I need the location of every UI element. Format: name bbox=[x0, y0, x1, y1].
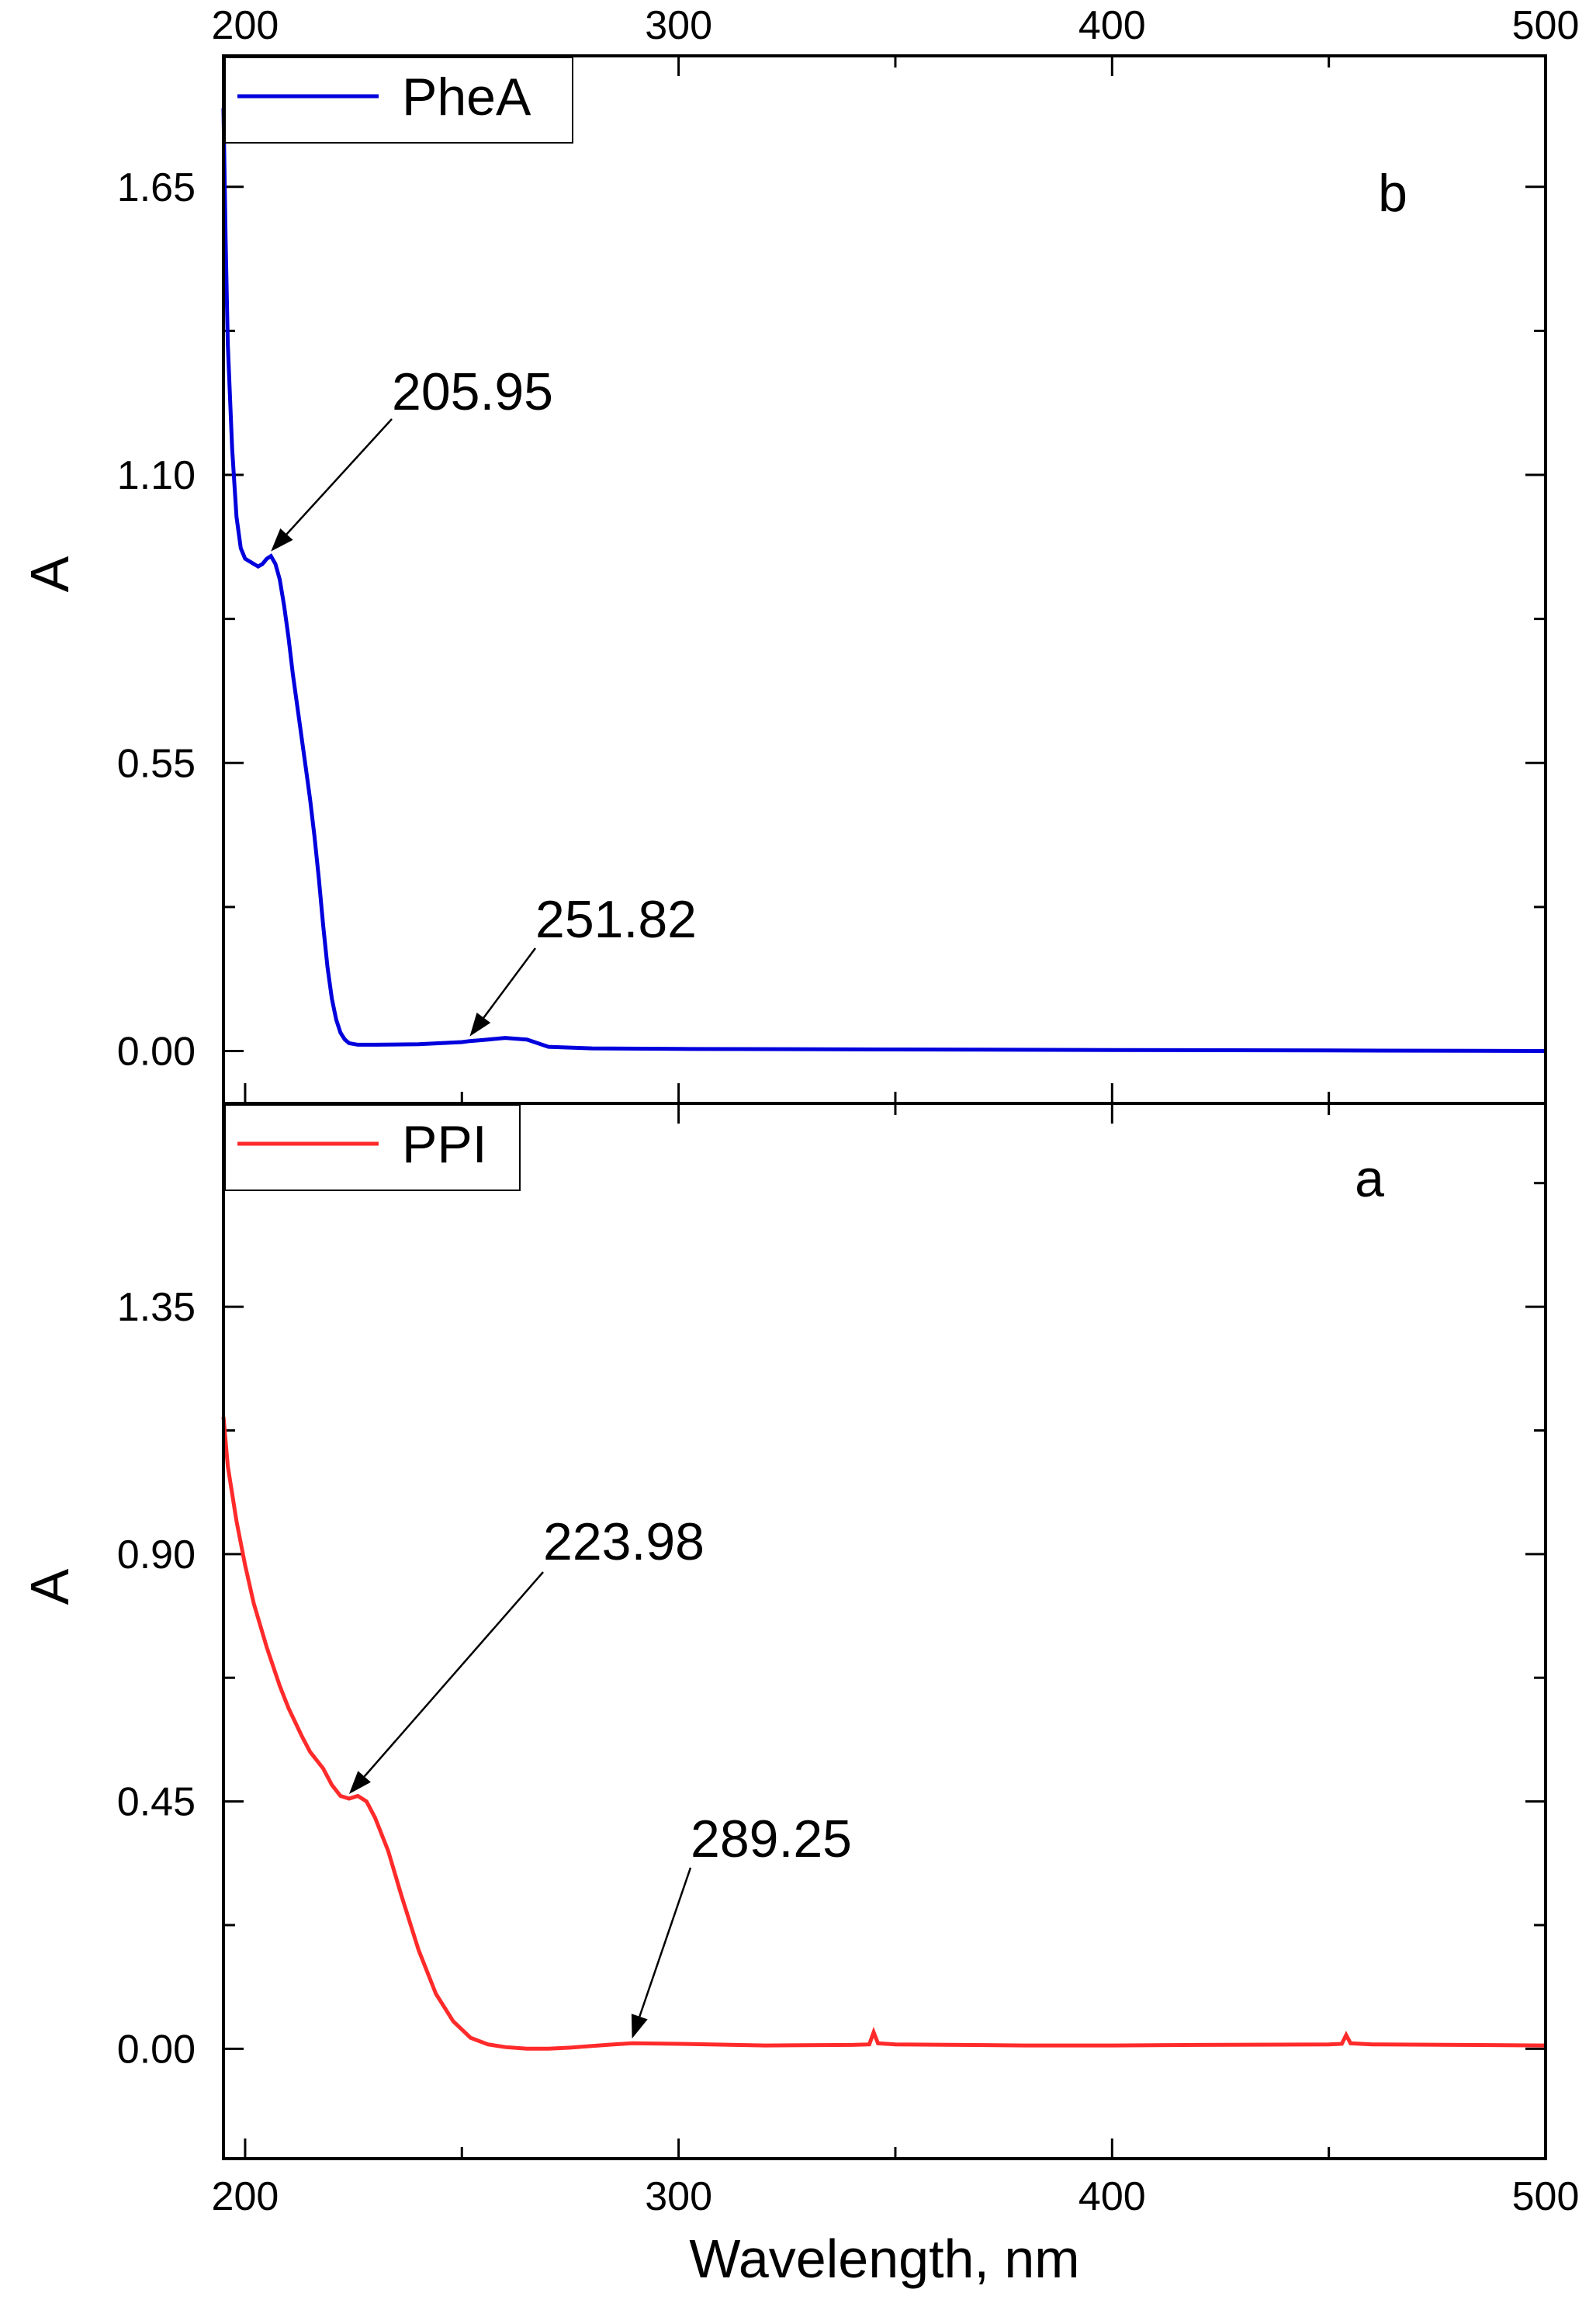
y-tick-label: 1.10 bbox=[117, 453, 196, 498]
panel-a-annotations: 223.98 289.25 bbox=[348, 1512, 852, 2039]
legend-box bbox=[224, 1104, 521, 1191]
pheA-spectrum-line bbox=[221, 108, 1546, 1053]
panel-letter-a: a bbox=[1355, 1149, 1384, 1208]
y-tick-label: 0.00 bbox=[117, 2027, 196, 2072]
panel-a-tick-labels: 0.00 0.45 0.90 1.35 200 300 400 500 bbox=[117, 1285, 1580, 2219]
annotation-arrowhead bbox=[469, 1013, 491, 1037]
peak-annotation-label: 223.98 bbox=[543, 1512, 705, 1571]
panel-a: 0.00 0.45 0.90 1.35 200 300 400 500 PPI a A 223… bbox=[19, 1102, 1580, 2219]
annotation-arrowhead bbox=[271, 528, 293, 552]
x-tick-label-bottom: 200 bbox=[212, 2174, 279, 2219]
y-tick-label: 1.65 bbox=[117, 165, 196, 210]
annotation-arrow-line bbox=[483, 947, 537, 1019]
x-tick-label-top: 400 bbox=[1078, 3, 1146, 48]
panel-b: 0.00 0.55 1.10 1.65 200 300 400 500 PheA b A 20… bbox=[19, 3, 1580, 1105]
y-axis-title-a: A bbox=[19, 1568, 80, 1605]
y-tick-label: 0.45 bbox=[117, 1780, 196, 1825]
panel-b-ticks bbox=[223, 56, 1547, 1103]
y-tick-label: 0.55 bbox=[117, 741, 196, 786]
panel-b-annotations: 205.95 251.82 bbox=[271, 362, 697, 1037]
annotation-arrow-line bbox=[639, 1867, 692, 2017]
legend-label-pheA: PheA bbox=[402, 68, 531, 126]
x-tick-label-bottom: 300 bbox=[645, 2174, 712, 2219]
panel-b-legend: PheA bbox=[224, 57, 573, 144]
x-axis-title: Wavelength, nm bbox=[689, 2229, 1079, 2289]
annotation-arrow-line bbox=[286, 418, 393, 535]
x-tick-label-bottom: 400 bbox=[1078, 2174, 1146, 2219]
panel-letter-b: b bbox=[1378, 164, 1407, 223]
legend-box bbox=[224, 57, 573, 144]
peak-annotation-label: 205.95 bbox=[392, 362, 553, 421]
x-tick-label-top: 300 bbox=[645, 3, 712, 48]
annotation-arrowhead bbox=[631, 2014, 648, 2039]
peak-annotation-label: 289.25 bbox=[691, 1810, 852, 1868]
y-tick-label: 0.90 bbox=[117, 1532, 196, 1577]
ppi-spectrum-line bbox=[221, 1416, 1546, 2051]
peak-annotation-label: 251.82 bbox=[535, 890, 697, 949]
y-axis-title-b: A bbox=[19, 556, 80, 592]
annotation-arrowhead bbox=[348, 1771, 371, 1795]
panel-a-frame bbox=[222, 1102, 1547, 2160]
x-tick-label-top: 200 bbox=[212, 3, 279, 48]
legend-label-ppi: PPI bbox=[402, 1115, 487, 1174]
panel-a-legend: PPI bbox=[224, 1104, 521, 1191]
x-tick-label-bottom: 500 bbox=[1512, 2174, 1580, 2219]
x-tick-label-top: 500 bbox=[1512, 3, 1580, 48]
panel-b-tick-labels: 0.00 0.55 1.10 1.65 200 300 400 500 bbox=[117, 3, 1580, 1075]
y-tick-label: 0.00 bbox=[117, 1030, 196, 1075]
y-tick-label: 1.35 bbox=[117, 1285, 196, 1330]
annotation-arrow-line bbox=[363, 1571, 544, 1778]
